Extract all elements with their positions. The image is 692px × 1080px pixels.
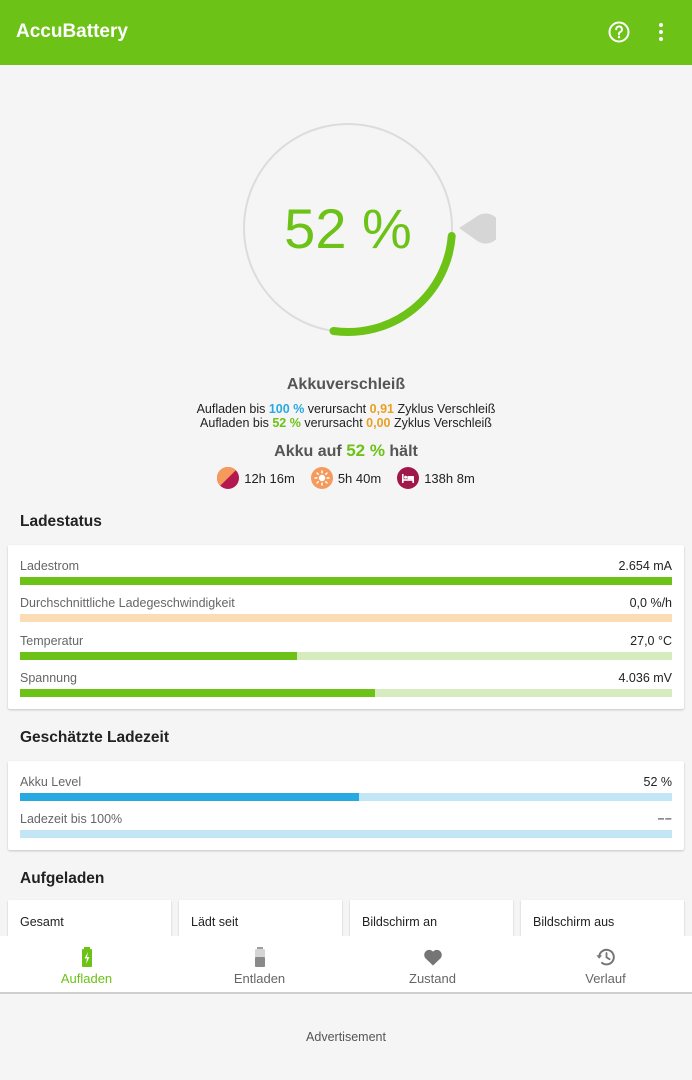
charged-screen-on-cell: Bildschirm an (350, 900, 513, 940)
charging-status-title: Ladestatus (20, 513, 102, 530)
duration-value: 138h 8m (424, 470, 475, 486)
heart-icon (423, 949, 442, 966)
screen-on-sun-icon (310, 467, 333, 489)
nav-label: Zustand (409, 971, 456, 986)
duration-mixed: 12h 16m (217, 467, 295, 489)
charged-title: Aufgeladen (20, 870, 105, 887)
stat-label: Durchschnittliche Ladegeschwindigkeit (20, 596, 235, 610)
charged-screen-off-cell: Bildschirm aus (521, 900, 684, 940)
stat-label: Akku Level (20, 775, 82, 789)
wear-prefix: Aufladen bis (196, 402, 266, 416)
nav-label: Aufladen (60, 971, 113, 986)
gauge-progress-arc (329, 232, 456, 336)
battery-holds-title: Akku auf 52 % hält (0, 441, 692, 461)
nav-tab-health[interactable]: Zustand (346, 936, 519, 992)
stat-value: 2.654 mA (618, 559, 672, 573)
wear-suffix: Zyklus Verschleiß (394, 416, 492, 430)
stat-bar-fill (20, 689, 376, 697)
stat-bar (20, 793, 672, 801)
battery-charging-icon (81, 947, 92, 967)
charge-level-value: 52 % (284, 197, 412, 260)
stat-label: Ladezeit bis 100% (20, 812, 123, 826)
stat-bar (20, 689, 672, 697)
wear-middle: verursacht (304, 416, 363, 430)
stat-bar (20, 614, 672, 622)
wear-middle: verursacht (307, 402, 367, 416)
nav-label: Entladen (233, 971, 286, 986)
stat-bar (20, 652, 672, 660)
nav-tab-discharging[interactable]: Entladen (173, 936, 346, 992)
stat-value: 27,0 °C (630, 634, 672, 648)
duration-screen-on: 5h 40m (310, 467, 382, 489)
stat-value: 52 % (643, 775, 673, 789)
stat-label: Ladestrom (20, 559, 80, 573)
holds-prefix: Akku auf (274, 443, 342, 460)
wear-line-100: Aufladen bis 100 % verursacht 0,91 Zyklu… (0, 402, 692, 416)
wear-suffix: Zyklus Verschleiß (397, 402, 496, 416)
wear-prefix: Aufladen bis (200, 416, 269, 430)
duration-value: 12h 16m (244, 470, 295, 486)
bottom-navigation: Aufladen Entladen Zustand Verlauf (0, 936, 692, 994)
wear-cycles: 0,00 (366, 416, 391, 430)
stat-value: 4.036 mV (618, 671, 672, 685)
duration-estimates: 12h 16m 5h 40m 138h 8m (0, 466, 692, 490)
sleep-bed-icon (397, 467, 420, 489)
charging-status-card: Ladestrom 2.654 mA Durchschnittliche Lad… (8, 545, 684, 709)
holds-suffix: hält (389, 443, 418, 460)
stat-bar-fill (20, 577, 672, 585)
wear-title: Akkuverschleiß (286, 376, 406, 393)
charged-total-cell: Gesamt (8, 900, 171, 940)
duration-sleep: 138h 8m (397, 467, 475, 489)
estimated-time-title: Geschätzte Ladezeit (20, 729, 170, 746)
charged-stats: Gesamt Lädt seit Bildschirm an Bildschir… (8, 900, 684, 940)
estimated-time-card: Akku Level 52 % Ladezeit bis 100% −− (8, 761, 684, 850)
stat-bar (20, 830, 672, 838)
charge-level-gauge[interactable] (236, 117, 496, 342)
app-bar: AccuBattery (0, 0, 692, 65)
stat-label: Spannung (20, 671, 78, 685)
stat-bar-fill (20, 652, 298, 660)
stat-bar-fill (20, 793, 360, 801)
gauge-handle (459, 213, 496, 244)
nav-tab-history[interactable]: Verlauf (519, 936, 692, 992)
stat-value: −− (657, 812, 672, 826)
stat-bar (20, 577, 672, 585)
advertisement-label: Advertisement (306, 1030, 386, 1044)
help-circle-icon[interactable] (607, 20, 631, 44)
wear-percent: 100 % (268, 402, 305, 416)
duration-value: 5h 40m (337, 470, 382, 486)
wear-percent: 52 % (272, 416, 301, 430)
holds-percent: 52 % (346, 441, 385, 460)
battery-icon (254, 947, 265, 967)
stat-label: Temperatur (20, 634, 84, 648)
nav-label: Verlauf (585, 971, 626, 986)
nav-tab-charging[interactable]: Aufladen (0, 936, 173, 992)
wear-line-current: Aufladen bis 52 % verursacht 0,00 Zyklus… (0, 416, 692, 430)
history-icon (595, 948, 615, 966)
wear-cycles: 0,91 (369, 402, 394, 416)
app-title: AccuBattery (16, 21, 128, 42)
charged-since-cell: Lädt seit (179, 900, 342, 940)
more-vert-icon[interactable] (649, 20, 673, 44)
mixed-usage-icon (217, 467, 240, 489)
stat-value: 0,0 %/h (629, 596, 672, 610)
